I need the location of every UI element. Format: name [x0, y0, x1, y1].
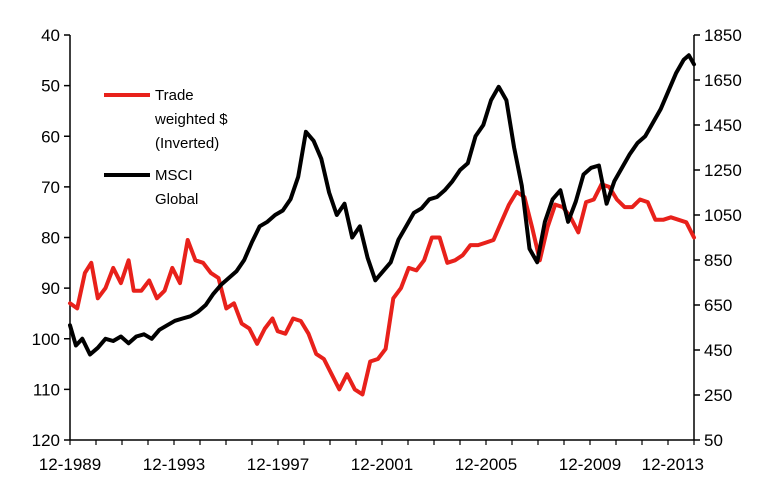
- right-tick-labels: 50 250 450 650 850 1050 1250 1450 1650 1850: [704, 26, 742, 450]
- left-tick-label: 110: [33, 380, 60, 399]
- x-tick-label: 12-1989: [39, 455, 101, 474]
- left-tick-label: 50: [41, 77, 60, 96]
- x-tick-label: 12-2009: [559, 455, 621, 474]
- legend-label: weighted $: [154, 111, 228, 128]
- x-tick-label: 12-2013: [642, 455, 704, 474]
- right-tick-label: 1450: [704, 116, 742, 135]
- left-tick-label: 40: [41, 26, 60, 45]
- x-tick-label: 12-1997: [247, 455, 309, 474]
- right-tick-label: 1250: [704, 161, 742, 180]
- left-tick-label: 80: [41, 229, 60, 248]
- right-tick-label: 50: [704, 431, 723, 450]
- x-tick-labels: 12-1989 12-1993 12-1997 12-2001 12-2005 12-20…: [39, 455, 704, 474]
- right-tick-label: 850: [704, 251, 732, 270]
- left-tick-label: 100: [32, 330, 60, 349]
- series-layer: [68, 53, 696, 397]
- right-tick-label: 1850: [704, 26, 742, 45]
- axes: [64, 34, 700, 445]
- legend-label: (Inverted): [155, 135, 219, 152]
- left-tick-label: 70: [41, 178, 60, 197]
- legend: Trade weighted $ (Inverted) MSCI Global: [104, 87, 228, 208]
- x-tick-label: 12-2001: [351, 455, 413, 474]
- right-tick-label: 650: [704, 296, 732, 315]
- x-tick-label: 12-2005: [455, 455, 517, 474]
- left-tick-labels: 40 50 60 70 80 90 100 110 120: [32, 26, 60, 450]
- legend-label: Trade: [155, 87, 194, 104]
- left-tick-label: 90: [41, 279, 60, 298]
- right-tick-label: 450: [704, 341, 732, 360]
- x-tick-label: 12-1993: [143, 455, 205, 474]
- legend-label: MSCI: [155, 167, 193, 184]
- legend-label: Global: [155, 191, 198, 208]
- right-tick-label: 250: [704, 386, 732, 405]
- right-tick-label: 1650: [704, 71, 742, 90]
- right-tick-label: 1050: [704, 206, 742, 225]
- left-tick-label: 60: [41, 127, 60, 146]
- left-tick-label: 120: [32, 431, 60, 450]
- series-line-trade-weighted-dollar: [68, 182, 696, 397]
- series-line-msci-global: [68, 53, 696, 357]
